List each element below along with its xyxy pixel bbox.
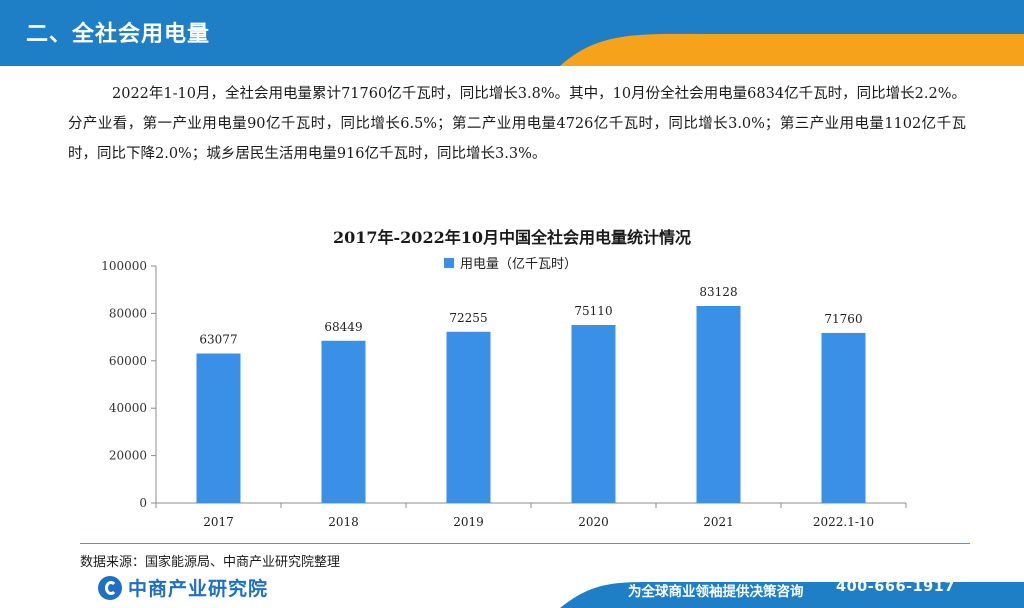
company-logo: 中商产业研究院 [98, 574, 268, 601]
data-label: 71760 [824, 312, 862, 326]
y-tick-label: 0 [139, 496, 147, 510]
x-tick-label: 2021 [703, 515, 734, 529]
y-tick-label: 60000 [109, 354, 147, 368]
header-band [0, 0, 1024, 66]
slogan: 为全球商业领袖提供决策咨询 [628, 584, 804, 600]
data-source: 数据来源：国家能源局、中商产业研究院整理 [80, 555, 341, 570]
x-tick-label: 2022.1-10 [813, 515, 874, 529]
chart-title: 2017年-2022年10月中国全社会用电量统计情况 [333, 228, 691, 247]
y-tick-label: 80000 [109, 306, 147, 320]
logo-text: 中商产业研究院 [128, 578, 269, 600]
legend-swatch [444, 258, 454, 268]
data-label: 63077 [199, 333, 237, 347]
x-tick-label: 2017 [203, 515, 234, 529]
bar [446, 331, 491, 503]
bar [696, 305, 741, 503]
data-label: 83128 [699, 285, 737, 299]
x-tick-label: 2019 [453, 515, 484, 529]
logo-icon [98, 575, 122, 600]
data-label: 75110 [574, 304, 612, 318]
y-tick-label: 40000 [109, 401, 147, 415]
x-tick-label: 2020 [578, 515, 609, 529]
y-tick-label: 100000 [101, 259, 147, 273]
data-label: 72255 [449, 311, 487, 325]
bar [821, 332, 866, 503]
legend-label: 用电量（亿千瓦时） [460, 257, 577, 272]
y-tick-label: 20000 [109, 449, 147, 463]
bar [321, 340, 366, 503]
summary-paragraph: 2022年1-10月，全社会用电量累计71760亿千瓦时，同比增长3.8%。其中… [68, 86, 966, 162]
footer-band [560, 582, 1024, 608]
bar [571, 324, 616, 503]
footer-divider [80, 543, 970, 544]
page-title: 二、全社会用电量 [26, 22, 211, 47]
phone-number: 400-666-1917 [836, 579, 955, 595]
data-label: 68449 [324, 320, 362, 334]
bar [196, 353, 241, 503]
x-tick-label: 2018 [328, 515, 359, 529]
